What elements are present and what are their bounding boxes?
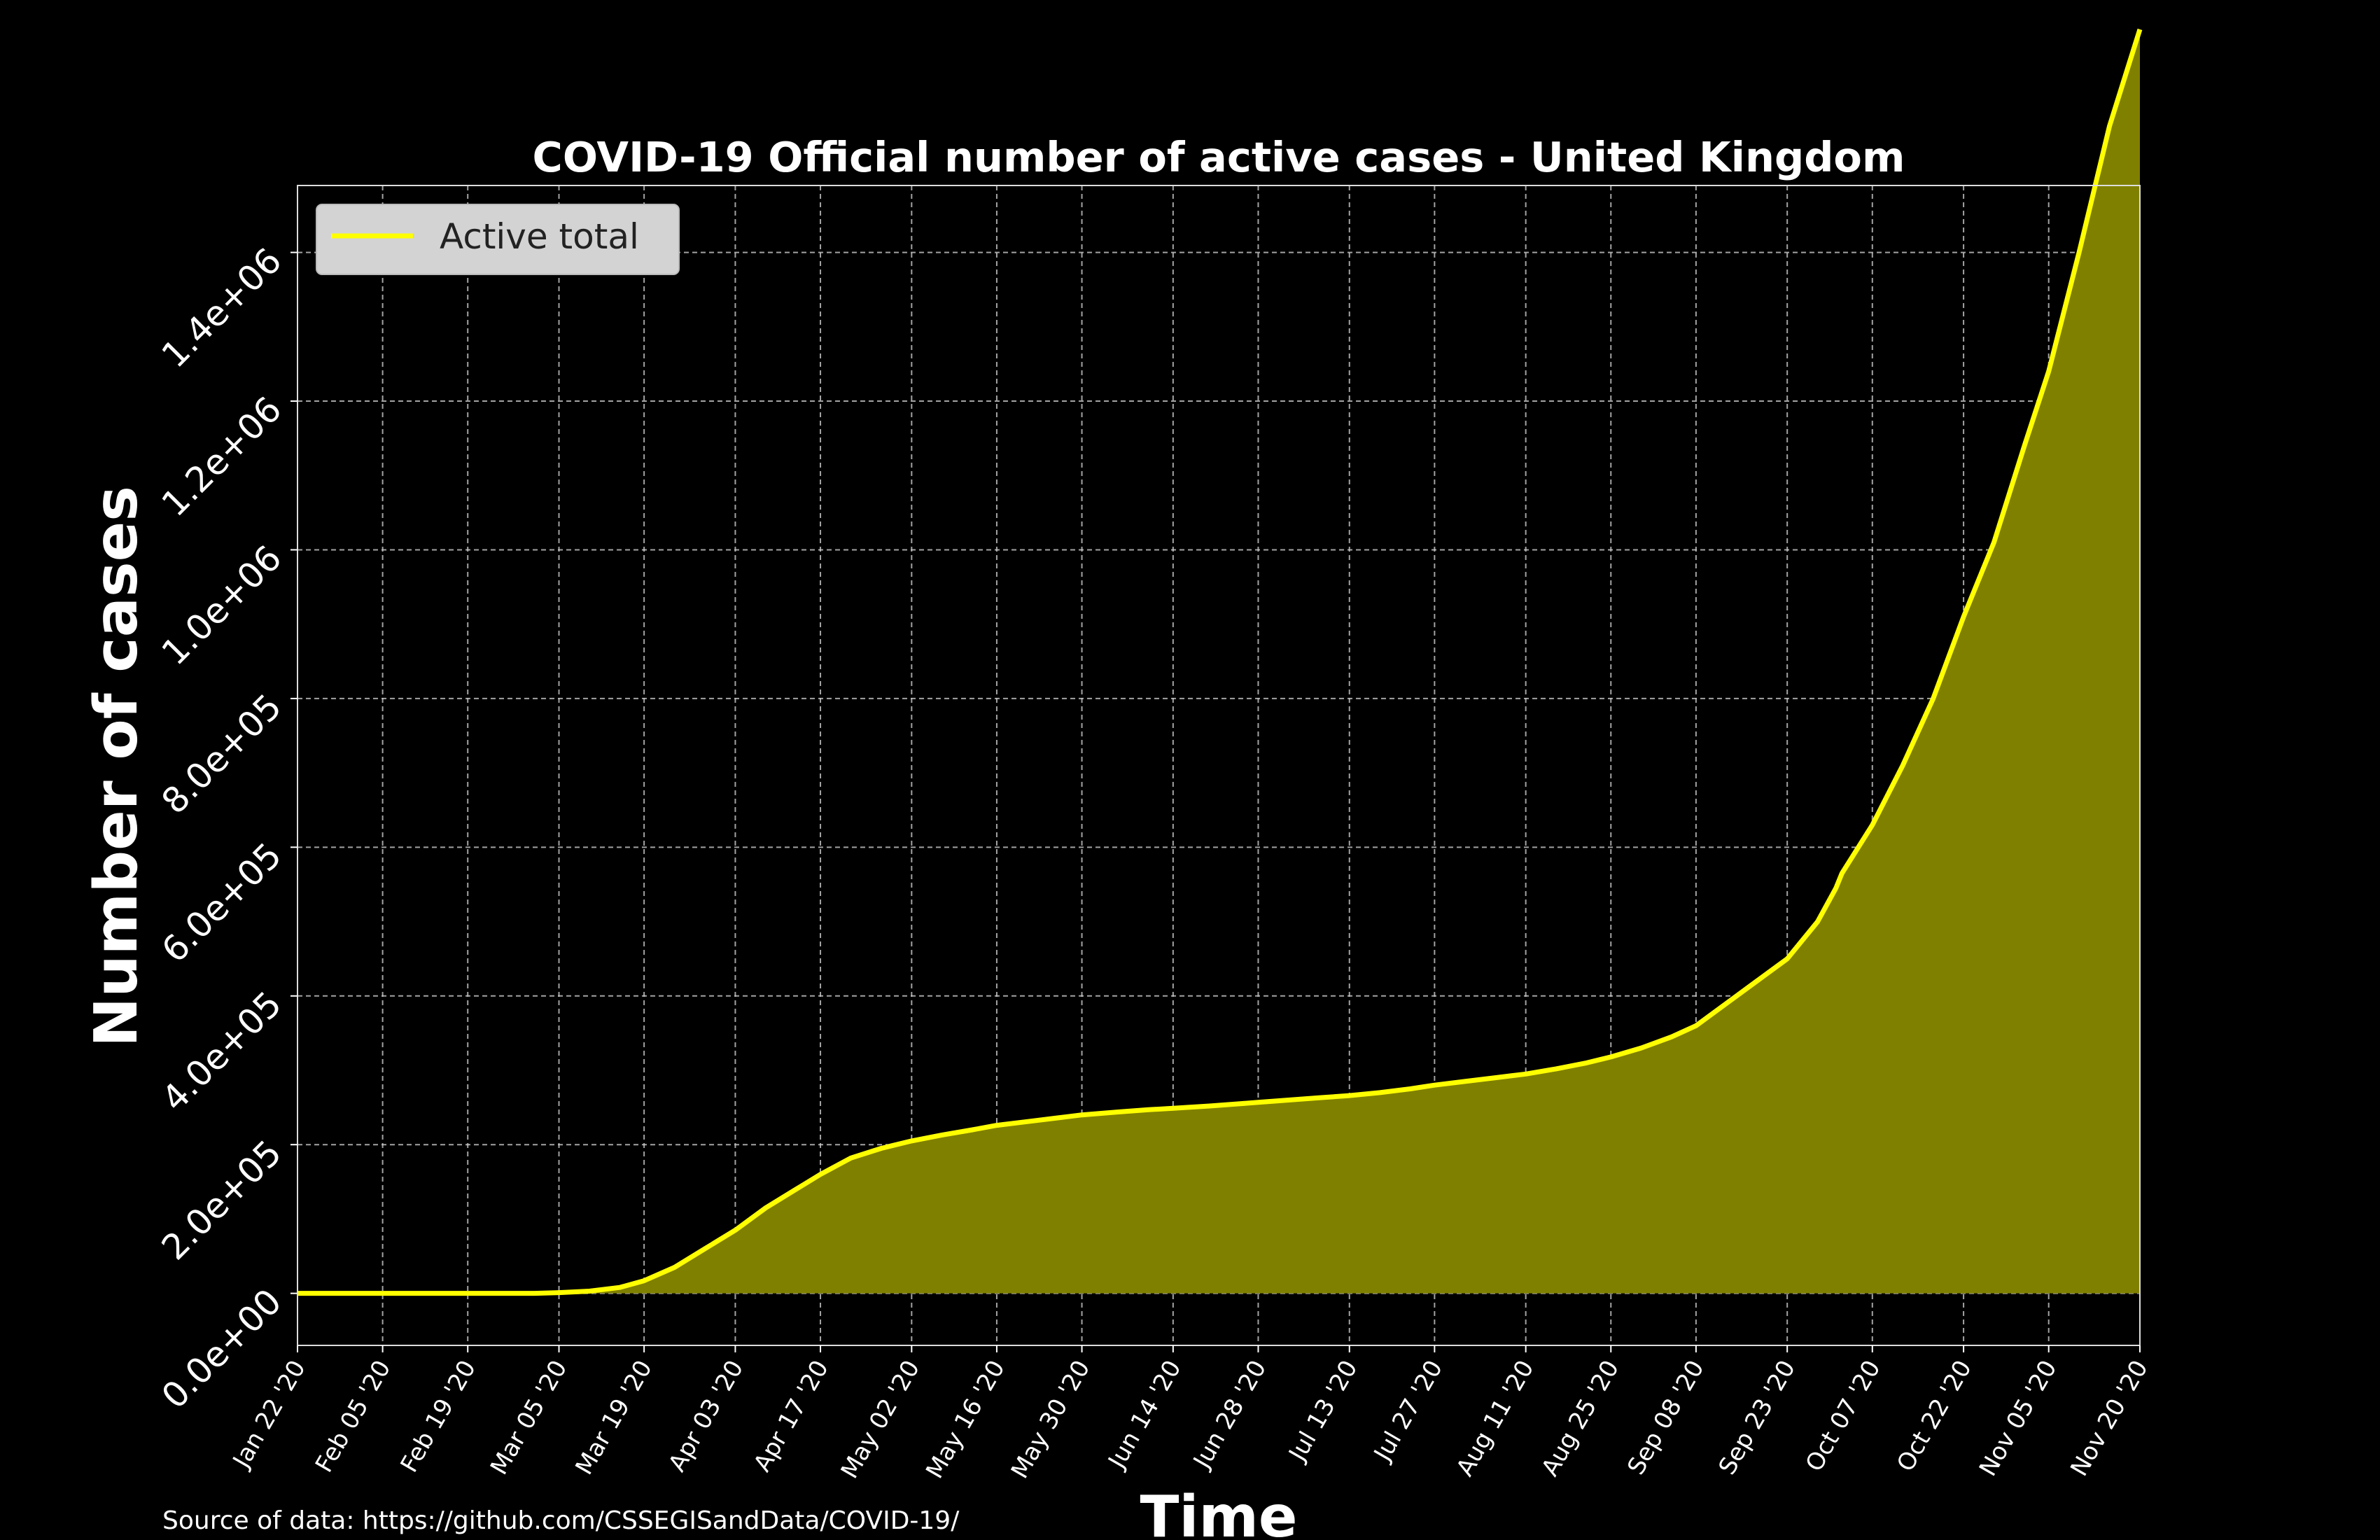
y-tick-label: 2.0e+05 [154,1133,290,1268]
x-tick-label: Nov 05 '20 [1974,1356,2063,1481]
x-tick-label: Feb 19 '20 [396,1356,482,1478]
series-line-active-total [298,28,2143,1296]
y-tick-label: 1.4e+06 [154,240,290,376]
x-tick-label: Sep 23 '20 [1714,1356,1801,1480]
y-tick-label: 4.0e+05 [154,983,290,1119]
x-tick-label: May 16 '20 [920,1356,1011,1484]
x-tick-label: Mar 05 '20 [485,1356,573,1480]
x-axis-label: Time [1140,1484,1297,1540]
y-tick-label: 1.2e+06 [154,389,290,525]
plot-area [297,28,2143,1346]
x-tick-label: Nov 20 '20 [2065,1356,2154,1481]
source-note: Source of data: https://github.com/CSSEG… [162,1506,960,1535]
x-tick-label: Jul 27 '20 [1368,1356,1448,1467]
y-tick-label: 1.0e+06 [154,538,290,673]
x-tick-label: Apr 17 '20 [748,1356,834,1477]
y-axis-label: Number of cases [82,486,151,1047]
x-tick-label: Aug 11 '20 [1451,1356,1540,1481]
x-tick-label: Oct 07 '20 [1800,1356,1886,1477]
x-tick-label: Oct 22 '20 [1891,1356,1977,1477]
x-tick-label: Jul 13 '20 [1283,1356,1364,1467]
x-tick-label: May 30 '20 [1006,1356,1096,1484]
x-tick-label: Mar 19 '20 [570,1356,657,1480]
x-tick-label: Aug 25 '20 [1536,1356,1625,1481]
chart-title: COVID-19 Official number of active cases… [533,133,1905,181]
x-tick-label: Jun 28 '20 [1187,1356,1272,1474]
legend: Active total [316,204,680,275]
y-axis: 0.0e+002.0e+054.0e+056.0e+058.0e+051.0e+… [154,240,298,1417]
x-tick-label: Feb 05 '20 [310,1356,396,1478]
y-tick-label: 8.0e+05 [154,686,290,822]
x-tick-label: Sep 08 '20 [1622,1356,1709,1480]
series-area-active-total [298,29,2140,1294]
x-tick-label: Jun 14 '20 [1102,1356,1187,1474]
legend-box [316,204,680,275]
y-tick-label: 6.0e+05 [154,835,290,971]
legend-label-active-total: Active total [440,216,639,257]
x-tick-label: May 02 '20 [836,1356,926,1484]
x-tick-label: Apr 03 '20 [663,1356,749,1477]
x-tick-label: Jan 22 '20 [227,1356,312,1474]
plot-frame [297,185,2141,1346]
